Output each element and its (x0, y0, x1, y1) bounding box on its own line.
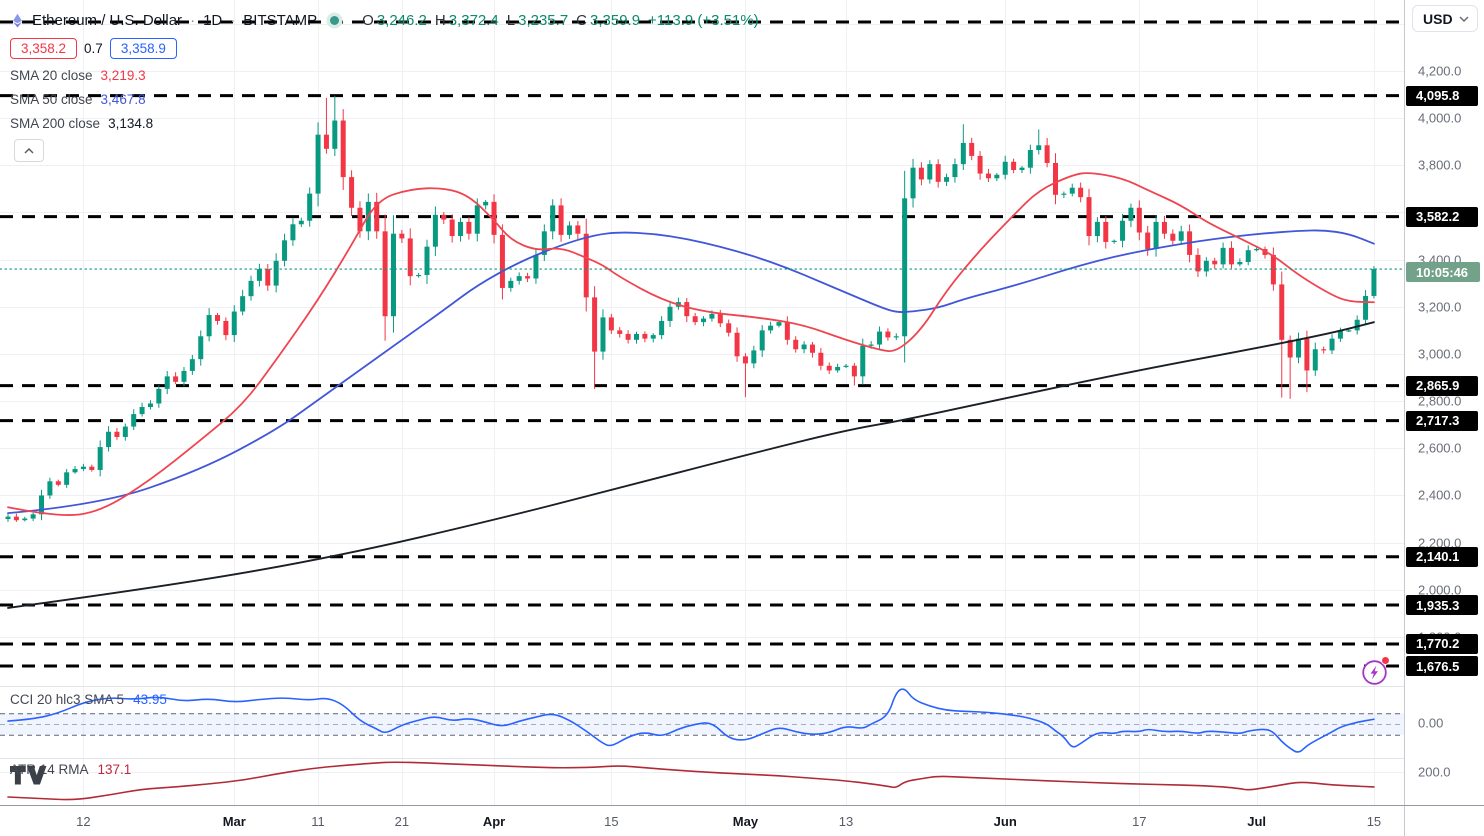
time-axis-tick: 15 (604, 814, 619, 829)
close-label: C (576, 11, 587, 29)
price-level-label: 1,770.2 (1406, 633, 1478, 654)
pane-separator-atr[interactable] (0, 758, 1404, 759)
price-level-label: 1,935.3 (1406, 595, 1478, 616)
cci-axis-tick: 0.00 (1418, 715, 1444, 731)
change-value: +113.9 (+3.51%) (648, 11, 759, 29)
indicator-value: 137.1 (97, 762, 132, 777)
time-axis[interactable]: 12 Mar 11 21 Apr 15 May 13 Jun 17 Jul 15 (0, 805, 1484, 836)
collapse-legend-button[interactable] (14, 139, 44, 162)
open-label: O (362, 11, 374, 29)
time-axis-tick: 15 (1366, 814, 1382, 829)
price-level-label: 2,717.3 (1406, 410, 1478, 431)
buy-button[interactable]: 3,358.9 (109, 38, 177, 59)
time-axis-tick: 12 (76, 814, 91, 829)
atr-axis-tick: 200.0 (1418, 764, 1451, 780)
bar-close-countdown: 10:05:46 (1406, 262, 1480, 283)
quote-row: 3,358.2 0.7 3,358.9 (10, 38, 177, 59)
indicator-value: 3,467.8 (100, 92, 146, 107)
indicator-row-sma20[interactable]: SMA 20 close 3,219.3 (10, 68, 146, 83)
price-axis-tick: 2,400.0 (1418, 487, 1462, 503)
price-axis-tick: 2,200.0 (1418, 535, 1462, 551)
tradingview-logo-icon (10, 766, 47, 785)
price-level-label: 2,865.9 (1406, 375, 1478, 396)
sell-button[interactable]: 3,358.2 (10, 38, 78, 59)
cci-indicator-legend[interactable]: CCI 20 hlc3 SMA 5 43.95 (10, 692, 167, 707)
spread-value: 0.7 (84, 41, 103, 56)
market-open-dot-icon (330, 15, 340, 25)
close-value: 3,359.9 (590, 11, 641, 29)
pane-separator-cci[interactable] (0, 686, 1404, 687)
indicator-row-sma50[interactable]: SMA 50 close 3,467.8 (10, 92, 146, 107)
indicator-value: 3,219.3 (100, 68, 146, 83)
price-level-label: 3,582.2 (1406, 206, 1478, 227)
axis-corner-separator (1404, 806, 1405, 836)
price-axis-tick: 2,000.0 (1418, 582, 1462, 598)
ohlc-values: O 3,246.2 H 3,372.4 L 3,235.7 C 3,359.9 +113… (362, 12, 759, 29)
time-axis-tick: Apr (482, 814, 506, 829)
price-axis-tick: 3,000.0 (1418, 346, 1462, 362)
price-axis-tick: 4,000.0 (1418, 110, 1462, 126)
low-label: L (506, 11, 516, 29)
price-level-label: 4,095.8 (1406, 85, 1478, 106)
symbol-header[interactable]: Ethereum / U.S. Dollar · 1D · BITSTAMP O… (10, 10, 759, 30)
interval-label[interactable]: 1D (203, 11, 223, 29)
indicator-name: SMA 20 close (10, 68, 93, 83)
indicator-row-sma200[interactable]: SMA 200 close 3,134.8 (10, 116, 153, 131)
header-separator: · (190, 11, 196, 29)
chevron-down-icon (1459, 15, 1469, 22)
chart-legend: Ethereum / U.S. Dollar · 1D · BITSTAMP O… (10, 10, 759, 162)
price-axis[interactable]: USD 4,200.0 4,000.0 3,800.0 3,400.0 3,200.0 3… (1404, 0, 1484, 836)
atr-indicator-legend[interactable]: ATR 14 RMA 137.1 (10, 762, 131, 777)
time-axis-tick: May (732, 814, 759, 829)
time-axis-tick: Jun (993, 814, 1017, 829)
time-axis-tick: 13 (838, 814, 854, 829)
indicator-value: 3,134.8 (108, 116, 154, 131)
low-value: 3,235.7 (518, 11, 569, 29)
currency-unit-label: USD (1423, 10, 1453, 27)
time-axis-tick: 21 (394, 814, 410, 829)
exchange-label[interactable]: BITSTAMP (243, 11, 318, 29)
price-level-label: 1,676.5 (1406, 656, 1478, 677)
indicator-value: 43.95 (133, 692, 167, 707)
price-level-label: 2,140.1 (1406, 546, 1478, 567)
indicator-name: SMA 200 close (10, 116, 101, 131)
indicator-name: ATR 14 RMA (10, 762, 89, 777)
indicator-name: SMA 50 close (10, 92, 93, 107)
price-axis-tick: 3,200.0 (1418, 299, 1462, 315)
price-axis-tick: 4,200.0 (1418, 63, 1462, 79)
open-value: 3,246.2 (376, 11, 427, 29)
chevron-up-icon (24, 147, 34, 154)
symbol-title[interactable]: Ethereum / U.S. Dollar (32, 11, 183, 29)
price-axis-tick: 3,800.0 (1418, 157, 1462, 173)
price-axis-tick: 2,800.0 (1418, 393, 1462, 409)
ethereum-icon (13, 13, 22, 27)
lightning-icon (1362, 660, 1387, 685)
header-separator: · (230, 11, 236, 29)
currency-unit-button[interactable]: USD (1412, 5, 1478, 32)
price-axis-tick: 2,600.0 (1418, 440, 1462, 456)
time-axis-tick: 17 (1132, 814, 1147, 829)
indicator-name: CCI 20 hlc3 SMA 5 (10, 692, 125, 707)
time-axis-tick: Jul (1247, 814, 1267, 829)
notification-dot (1381, 656, 1390, 665)
time-axis-tick: 11 (311, 814, 325, 829)
tradingview-logo-watermark (10, 766, 47, 790)
high-label: H (434, 11, 446, 29)
time-axis-tick: Mar (222, 814, 246, 829)
flash-boost-button[interactable] (1361, 656, 1390, 686)
high-value: 3,372.4 (448, 11, 499, 29)
